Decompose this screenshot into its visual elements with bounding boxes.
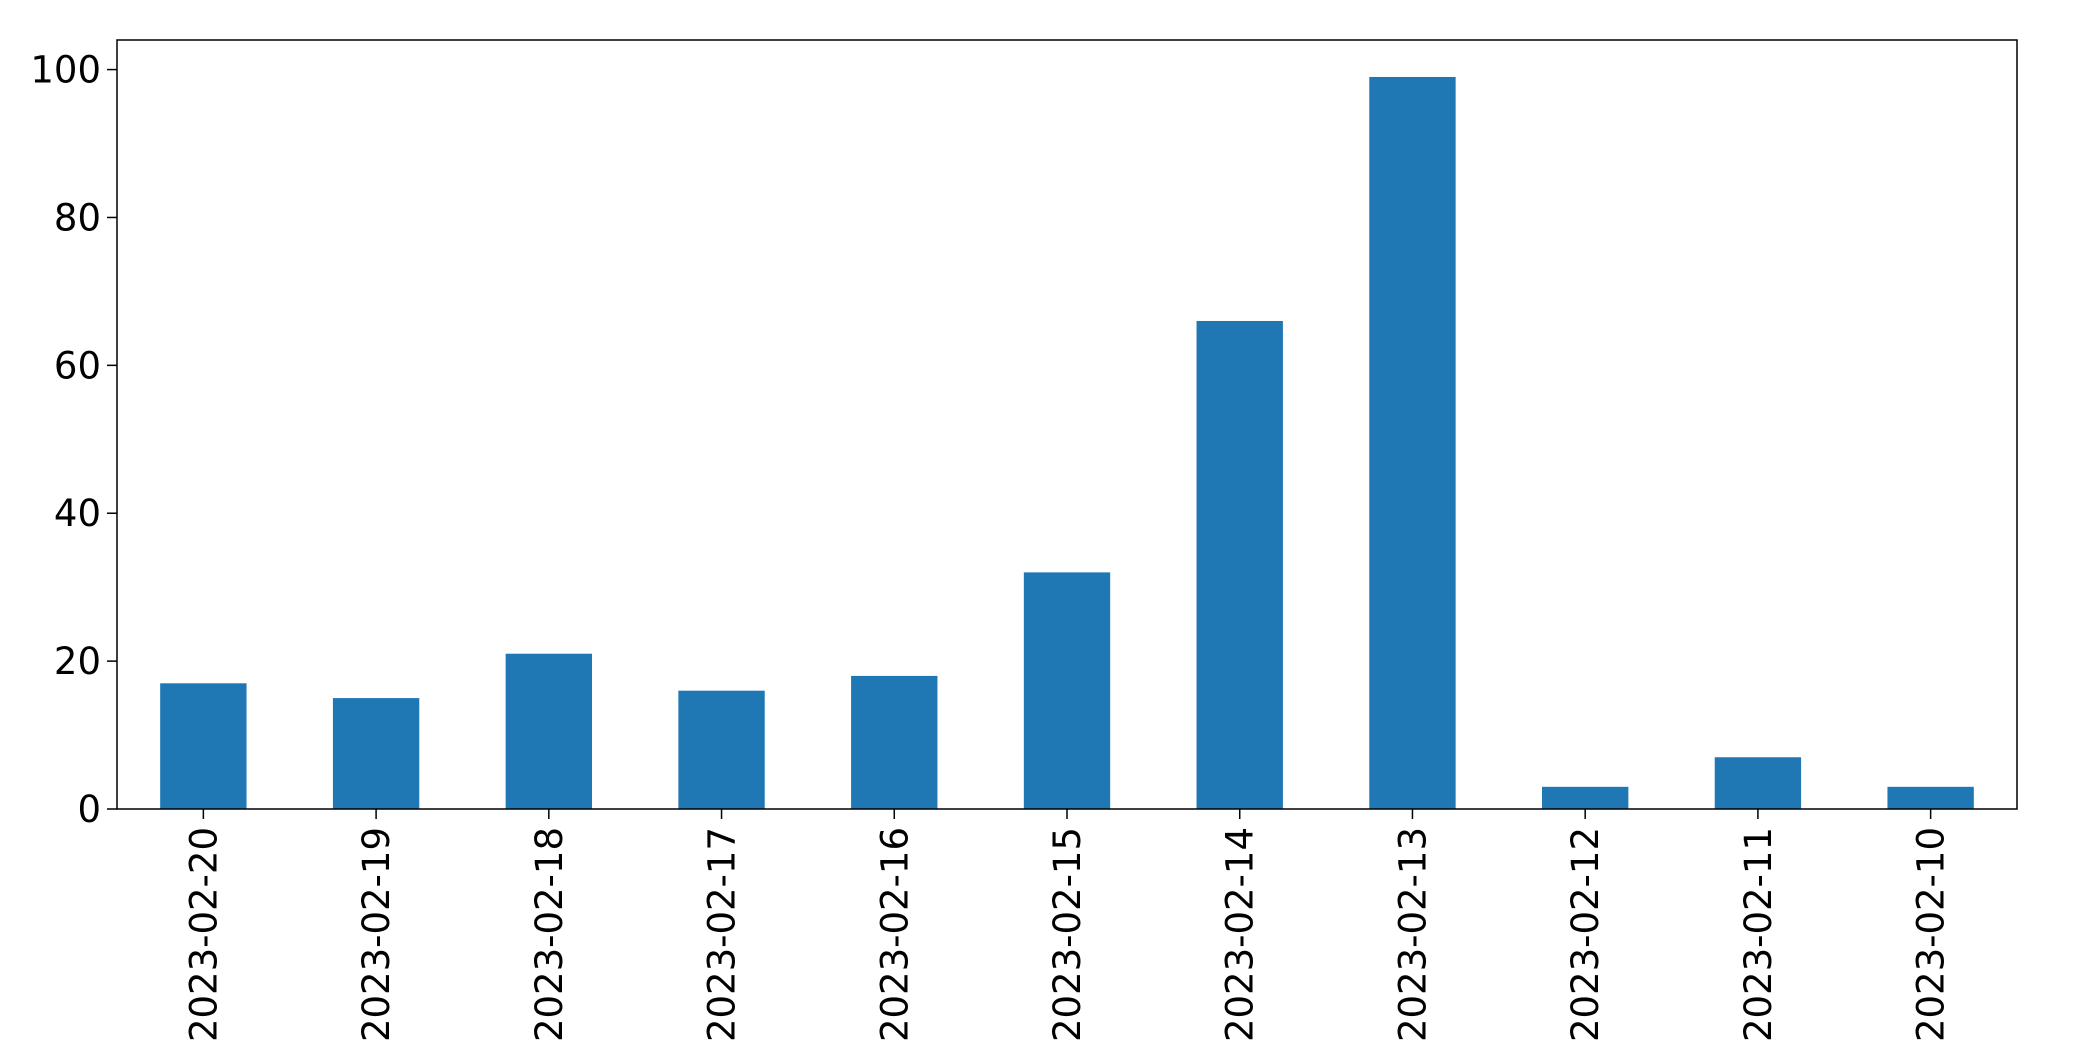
y-tick-label: 40 xyxy=(54,492,101,535)
x-tick-label: 2023-02-15 xyxy=(1046,827,1089,1042)
x-tick-label: 2023-02-17 xyxy=(701,827,744,1042)
x-tick-label: 2023-02-18 xyxy=(528,827,571,1042)
bar-2023-02-16 xyxy=(851,675,938,809)
bar-2023-02-17 xyxy=(678,690,765,809)
bar-2023-02-19 xyxy=(332,698,420,809)
bar-2023-02-15 xyxy=(1023,572,1111,809)
bar-2023-02-13 xyxy=(1369,76,1456,810)
bar-2023-02-12 xyxy=(1542,786,1629,809)
y-tick-label: 100 xyxy=(30,49,101,92)
y-axis: 0 20 40 60 80 100 xyxy=(30,49,117,831)
x-tick-label: 2023-02-19 xyxy=(355,827,398,1042)
bar-2023-02-10 xyxy=(1887,786,1974,809)
x-axis: 2023-02-20 2023-02-19 2023-02-18 2023-02-17… xyxy=(182,809,1953,1042)
bars-group xyxy=(160,76,1974,810)
bar-2023-02-18 xyxy=(505,653,592,809)
x-tick-label: 2023-02-14 xyxy=(1219,827,1262,1042)
x-tick-label: 2023-02-10 xyxy=(1910,827,1953,1042)
bar-2023-02-11 xyxy=(1714,757,1802,809)
x-tick-label: 2023-02-16 xyxy=(873,827,916,1042)
y-tick-label: 20 xyxy=(54,640,101,683)
x-tick-label: 2023-02-13 xyxy=(1391,827,1434,1042)
y-tick-label: 60 xyxy=(54,344,101,387)
x-tick-label: 2023-02-12 xyxy=(1564,827,1607,1042)
x-tick-label: 2023-02-20 xyxy=(182,827,225,1042)
plot-frame xyxy=(116,39,2018,810)
y-tick-label: 0 xyxy=(77,788,101,831)
bar-2023-02-14 xyxy=(1196,320,1283,809)
y-tick-label: 80 xyxy=(54,196,101,239)
x-tick-label: 2023-02-11 xyxy=(1737,827,1780,1042)
bar-2023-02-20 xyxy=(160,683,247,809)
